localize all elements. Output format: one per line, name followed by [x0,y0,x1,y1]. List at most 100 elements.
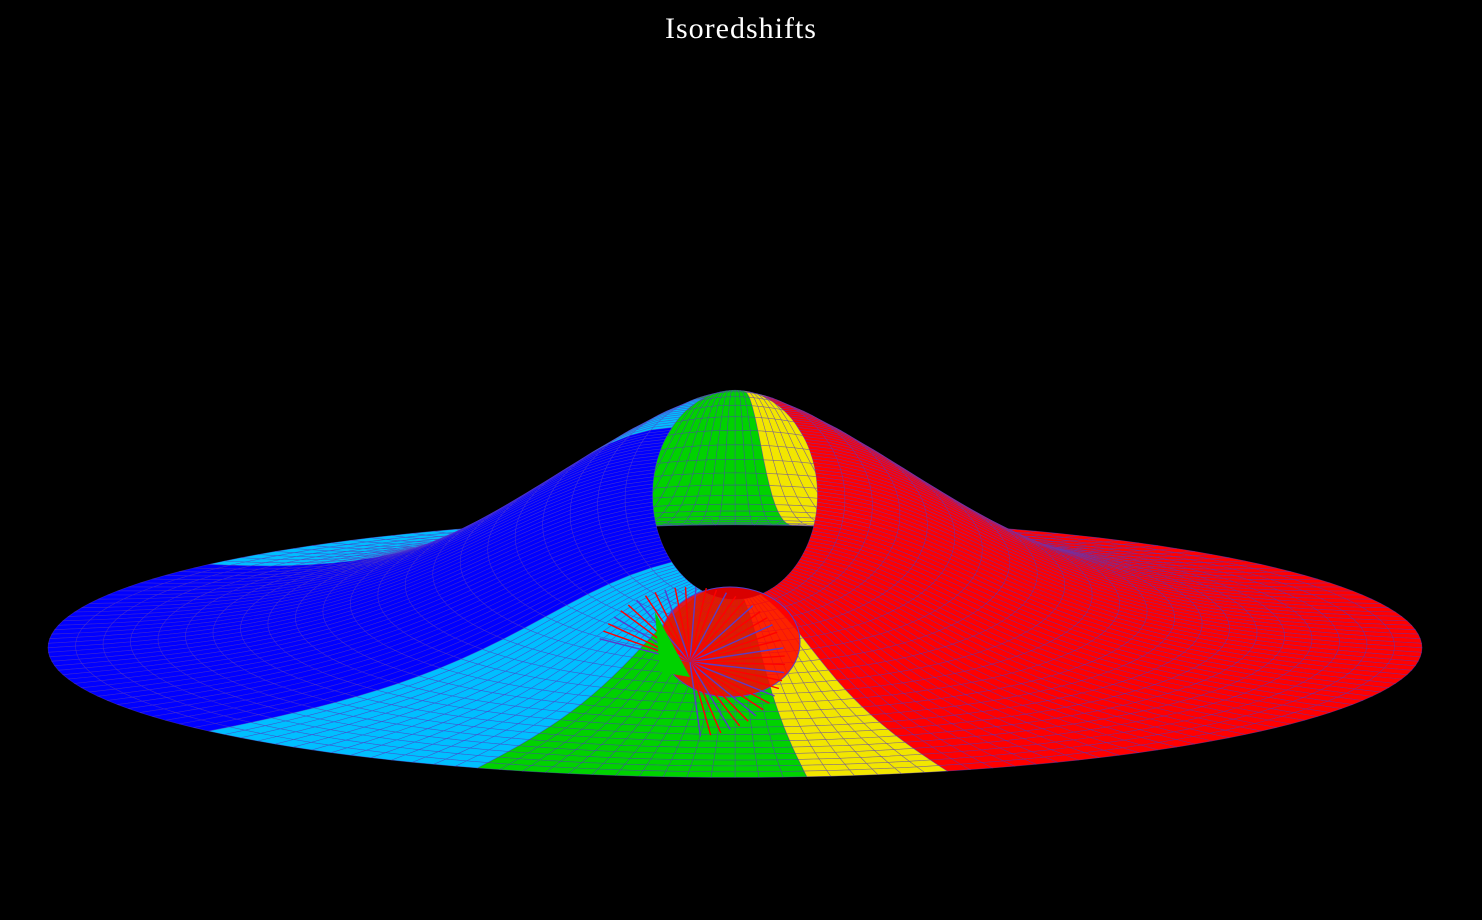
throat-streak [684,587,691,663]
surface-cell [615,769,644,777]
throat-streak [689,661,764,711]
throat-streak [689,639,781,663]
throat-streak [689,589,718,663]
surface-cell [734,444,745,460]
surface-cell [677,740,699,748]
surface-cell [679,733,701,742]
surface-cell [711,765,736,773]
throat-streak [689,661,712,736]
surface-cell [734,503,750,512]
surface-cell [791,746,816,754]
throat-streak [689,661,775,697]
throat-streak [689,647,784,663]
surface-cell [780,770,808,778]
surface-cell [688,765,714,773]
surface-cell [705,503,722,512]
throat-streak [689,661,722,734]
surface-cell [757,771,784,778]
surface-cell [797,758,824,766]
throat-streak [689,624,773,663]
surface-cell [769,733,791,742]
surface-cell [722,484,736,496]
throat-streak [689,595,737,663]
throat-streak [689,610,761,663]
surface-cell [690,759,715,767]
surface-cell [763,710,782,720]
surface-cell [767,726,788,735]
surface-cell [734,734,754,742]
throat-streak [620,610,691,663]
surface-cell [734,759,758,767]
surface-cell [753,747,776,755]
surface-cell [723,472,736,486]
chart-title: Isoredshifts [665,12,817,45]
surface-cell [734,472,747,486]
surface-cell [713,753,736,761]
throat-streak [689,600,746,663]
throat-streak [689,661,702,737]
throat-streak [674,587,691,663]
surface-cell [665,725,687,735]
surface-cell [674,746,698,755]
surface-cell [818,757,846,766]
throat-streak [689,661,749,722]
surface-cell [800,764,828,772]
surface-cell [624,757,652,766]
surface-cell [734,753,757,761]
surface-cell [712,759,736,767]
surface-cell [734,429,744,446]
surface-cell [725,444,736,460]
surface-cell [774,753,799,761]
surface-cell [765,718,785,728]
throat-streak [664,589,691,663]
surface-cell [747,495,763,505]
surface-cell [691,702,709,712]
surface-cell [698,733,719,742]
surface-cell [776,759,802,767]
surface-cell [661,733,684,741]
surface-cell [751,733,772,742]
surface-cell [734,458,746,474]
surface-cell [814,751,841,760]
surface-cell [646,758,673,766]
surface-cell [657,739,681,748]
throat-streak [689,592,728,663]
surface-cell [619,763,648,771]
surface-cell [642,764,670,772]
surface-cell [789,739,813,748]
surface-cell [721,495,736,505]
surface-cell [734,726,753,735]
surface-cell [746,484,761,497]
surface-cell [710,771,736,778]
surface-cell [650,752,676,760]
throat-streak [644,595,691,663]
surface-cell [748,503,765,512]
surface-mesh [47,389,1423,778]
surface-cell [715,740,736,749]
surface-cell [707,495,723,505]
surface-cell [696,740,718,749]
surface-cell [826,769,855,777]
throat-streak [689,655,785,663]
surface-cell [668,759,694,767]
throat-streak [689,661,741,727]
throat-streak [689,661,757,717]
throat-sliver [655,612,690,677]
surface-cell [749,719,768,728]
surface-cell [783,725,805,735]
surface-cell [734,484,748,496]
surface-cell [754,753,778,761]
surface-cell [734,740,755,749]
surface-cell [629,751,656,760]
throat-streak [689,661,780,690]
surface-cell [756,765,782,773]
surface-cell [703,510,721,517]
surface-cell [716,734,736,742]
surface-cell [778,764,805,772]
surface-cell [803,770,832,778]
surface-cell [750,726,770,735]
surface-cell [694,747,717,755]
surface-cell [714,747,736,755]
throat-streak [654,591,691,663]
